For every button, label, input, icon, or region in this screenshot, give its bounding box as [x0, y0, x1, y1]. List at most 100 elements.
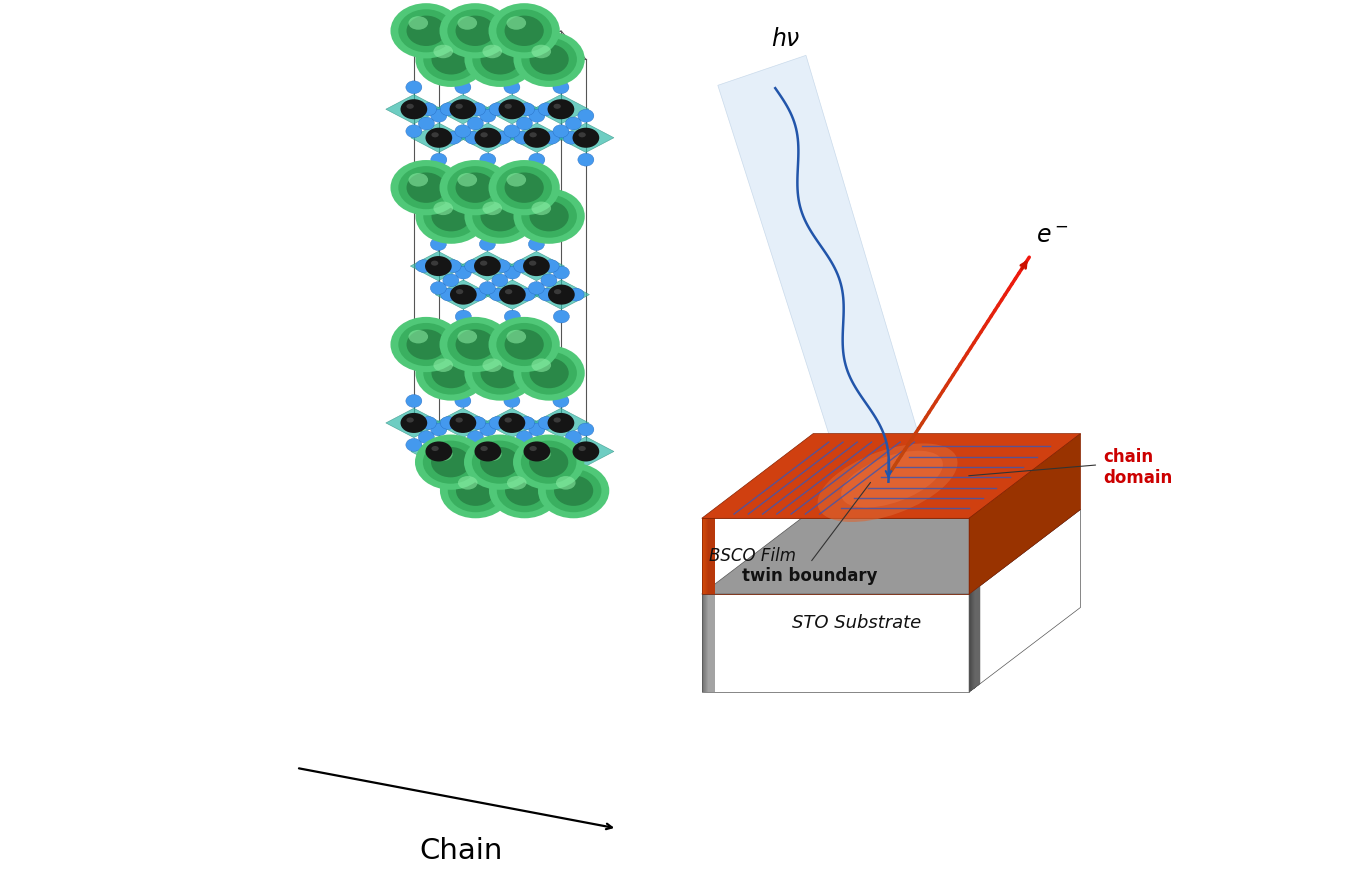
Ellipse shape	[513, 345, 585, 401]
Ellipse shape	[464, 434, 536, 490]
Polygon shape	[707, 519, 714, 594]
Text: twin boundary: twin boundary	[743, 568, 878, 586]
Polygon shape	[386, 95, 441, 124]
Polygon shape	[702, 434, 1080, 519]
Ellipse shape	[481, 44, 520, 74]
Ellipse shape	[431, 467, 447, 480]
Polygon shape	[702, 519, 709, 594]
Polygon shape	[705, 519, 711, 594]
Ellipse shape	[482, 358, 502, 372]
Ellipse shape	[455, 15, 494, 46]
Ellipse shape	[563, 445, 579, 458]
Polygon shape	[460, 437, 516, 466]
Ellipse shape	[431, 423, 447, 436]
Ellipse shape	[446, 259, 462, 273]
Ellipse shape	[539, 288, 555, 301]
Ellipse shape	[481, 260, 487, 266]
Ellipse shape	[504, 394, 520, 408]
Ellipse shape	[390, 160, 462, 215]
Polygon shape	[709, 594, 716, 692]
Polygon shape	[707, 594, 714, 692]
Ellipse shape	[406, 104, 414, 109]
Polygon shape	[485, 280, 540, 309]
Ellipse shape	[529, 423, 545, 436]
Ellipse shape	[554, 266, 570, 279]
Polygon shape	[435, 409, 491, 438]
Text: STO Substrate: STO Substrate	[791, 613, 921, 632]
Ellipse shape	[518, 103, 535, 115]
Ellipse shape	[489, 160, 560, 215]
Ellipse shape	[514, 131, 531, 144]
Ellipse shape	[481, 201, 520, 232]
Ellipse shape	[489, 4, 560, 58]
Polygon shape	[971, 588, 977, 690]
Ellipse shape	[431, 260, 439, 266]
Ellipse shape	[458, 16, 477, 30]
Ellipse shape	[432, 132, 439, 138]
Polygon shape	[706, 519, 713, 594]
Ellipse shape	[440, 316, 510, 372]
Polygon shape	[709, 519, 714, 594]
Polygon shape	[706, 519, 713, 594]
Polygon shape	[703, 519, 710, 594]
Ellipse shape	[518, 288, 535, 301]
Polygon shape	[703, 594, 710, 692]
Ellipse shape	[566, 431, 582, 443]
Ellipse shape	[572, 128, 599, 148]
Ellipse shape	[470, 417, 486, 429]
Ellipse shape	[464, 189, 536, 244]
Ellipse shape	[481, 446, 487, 451]
Ellipse shape	[432, 44, 471, 74]
Polygon shape	[702, 594, 709, 692]
Ellipse shape	[563, 131, 579, 144]
Ellipse shape	[554, 438, 568, 451]
Ellipse shape	[489, 463, 560, 519]
Ellipse shape	[416, 31, 487, 87]
Ellipse shape	[432, 201, 471, 232]
Ellipse shape	[566, 117, 582, 130]
Ellipse shape	[398, 166, 454, 209]
Ellipse shape	[529, 446, 537, 451]
Ellipse shape	[529, 201, 568, 232]
Polygon shape	[971, 589, 976, 691]
Ellipse shape	[447, 323, 504, 366]
Ellipse shape	[431, 282, 447, 294]
Ellipse shape	[532, 358, 551, 372]
Polygon shape	[386, 409, 441, 438]
Ellipse shape	[424, 38, 479, 80]
Text: Chain: Chain	[420, 838, 502, 865]
Ellipse shape	[529, 358, 568, 388]
Ellipse shape	[494, 445, 510, 458]
Ellipse shape	[578, 467, 594, 480]
Polygon shape	[969, 590, 975, 692]
Ellipse shape	[467, 117, 483, 130]
Ellipse shape	[505, 476, 544, 506]
Ellipse shape	[455, 329, 494, 359]
Polygon shape	[702, 594, 709, 692]
Ellipse shape	[472, 38, 528, 80]
Polygon shape	[972, 587, 977, 690]
Polygon shape	[509, 123, 564, 153]
Polygon shape	[705, 519, 711, 594]
Ellipse shape	[521, 351, 576, 394]
Ellipse shape	[421, 417, 436, 429]
Polygon shape	[707, 519, 714, 594]
Polygon shape	[702, 519, 709, 594]
Polygon shape	[705, 594, 711, 692]
Polygon shape	[971, 589, 976, 691]
Polygon shape	[509, 251, 564, 281]
Ellipse shape	[529, 44, 568, 74]
Polygon shape	[483, 409, 540, 438]
Ellipse shape	[455, 173, 494, 203]
Polygon shape	[558, 437, 614, 466]
Ellipse shape	[455, 266, 471, 279]
Polygon shape	[533, 280, 590, 309]
Ellipse shape	[479, 109, 495, 122]
Ellipse shape	[464, 31, 536, 87]
Polygon shape	[972, 588, 977, 690]
Polygon shape	[706, 594, 713, 692]
Ellipse shape	[506, 330, 526, 343]
Ellipse shape	[433, 201, 454, 215]
Polygon shape	[706, 594, 713, 692]
Polygon shape	[706, 594, 713, 692]
